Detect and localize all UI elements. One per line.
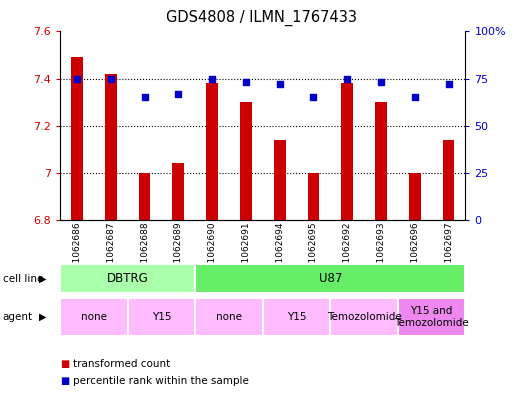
- Bar: [60, 264, 195, 293]
- Bar: [409, 173, 420, 220]
- Text: U87: U87: [319, 272, 342, 285]
- Bar: [195, 298, 263, 336]
- Bar: [342, 83, 353, 220]
- Bar: [398, 298, 465, 336]
- Bar: [240, 102, 252, 220]
- Text: Y15 and
Temozolomide: Y15 and Temozolomide: [394, 306, 469, 327]
- Text: DBTRG: DBTRG: [107, 272, 149, 285]
- Point: [107, 75, 115, 82]
- Bar: [71, 57, 83, 220]
- Bar: [173, 163, 184, 220]
- Point: [377, 79, 385, 86]
- Point: [276, 81, 284, 87]
- Text: GDS4808 / ILMN_1767433: GDS4808 / ILMN_1767433: [166, 10, 357, 26]
- Bar: [442, 140, 454, 220]
- Text: cell line: cell line: [3, 274, 43, 284]
- Point: [343, 75, 351, 82]
- Point: [445, 81, 453, 87]
- Point: [208, 75, 217, 82]
- Text: Y15: Y15: [287, 312, 306, 322]
- Point: [242, 79, 250, 86]
- Text: agent: agent: [3, 312, 33, 322]
- Bar: [105, 74, 117, 220]
- Text: Y15: Y15: [152, 312, 171, 322]
- Bar: [195, 264, 465, 293]
- Point: [309, 94, 317, 101]
- Bar: [60, 298, 128, 336]
- Text: ■: ■: [60, 358, 70, 369]
- Bar: [206, 83, 218, 220]
- Text: percentile rank within the sample: percentile rank within the sample: [73, 376, 249, 386]
- Point: [140, 94, 149, 101]
- Text: none: none: [81, 312, 107, 322]
- Text: ■: ■: [60, 376, 70, 386]
- Point: [411, 94, 419, 101]
- Bar: [139, 173, 151, 220]
- Bar: [274, 140, 286, 220]
- Text: ▶: ▶: [39, 312, 47, 322]
- Bar: [331, 298, 398, 336]
- Bar: [128, 298, 195, 336]
- Text: ▶: ▶: [39, 274, 47, 284]
- Bar: [308, 173, 320, 220]
- Point: [73, 75, 81, 82]
- Bar: [263, 298, 331, 336]
- Text: none: none: [216, 312, 242, 322]
- Bar: [375, 102, 387, 220]
- Text: Temozolomide: Temozolomide: [327, 312, 402, 322]
- Point: [174, 90, 183, 97]
- Text: transformed count: transformed count: [73, 358, 170, 369]
